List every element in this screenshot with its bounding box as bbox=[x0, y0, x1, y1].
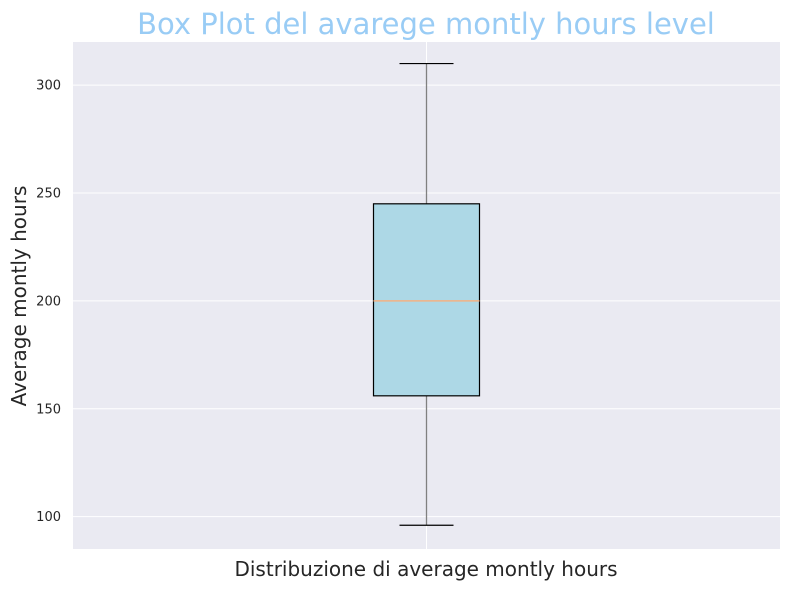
y-tick-label: 200 bbox=[36, 294, 61, 309]
y-tick-label: 150 bbox=[36, 402, 61, 417]
y-tick-label: 250 bbox=[36, 187, 61, 202]
y-tick-labels: 100 150 200 250 300 bbox=[36, 79, 61, 525]
x-axis-label: Distribuzione di average montly hours bbox=[234, 557, 617, 581]
y-axis-label: Average montly hours bbox=[7, 186, 31, 407]
chart-title: Box Plot del avarege montly hours level bbox=[137, 7, 715, 41]
box-group bbox=[372, 62, 481, 526]
iqr-box bbox=[372, 203, 481, 397]
y-tick-label: 300 bbox=[36, 79, 61, 94]
y-tick-label: 100 bbox=[36, 510, 61, 525]
